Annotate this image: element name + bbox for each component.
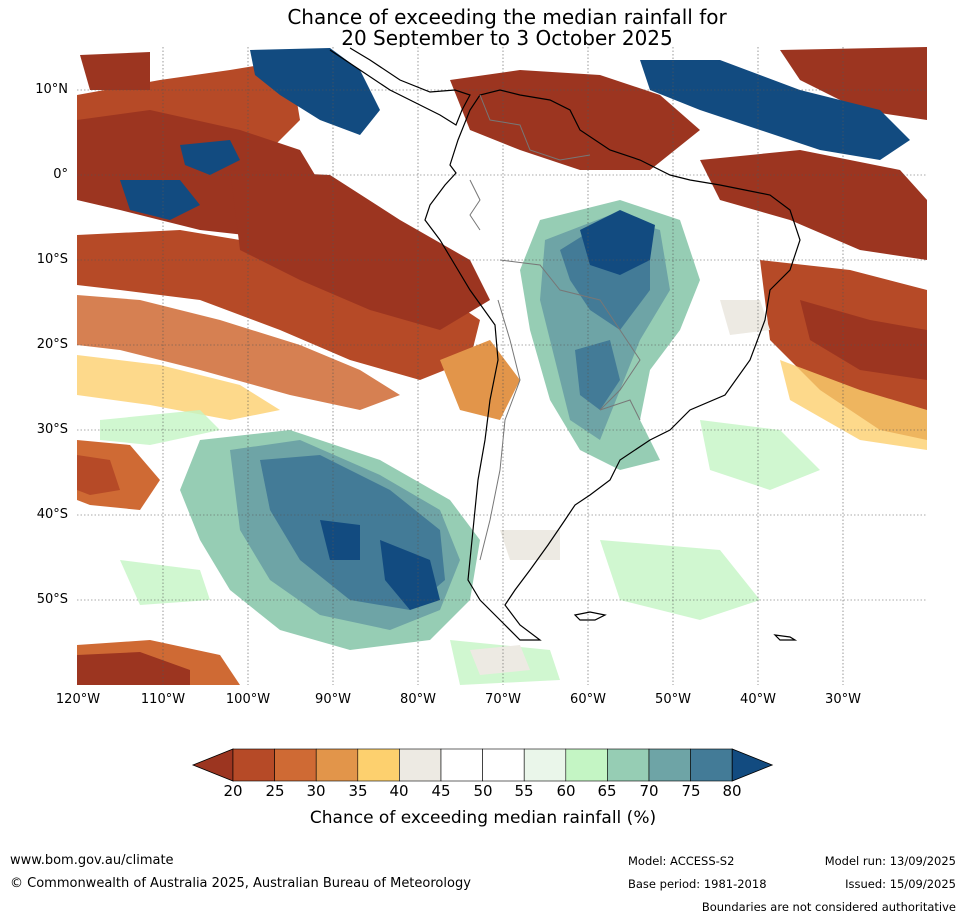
footer-model: Model: ACCESS-S2 bbox=[628, 854, 735, 868]
lon-label-30w: 30°W bbox=[825, 692, 861, 707]
colorbar-swatch bbox=[607, 748, 650, 782]
lat-label-10n: 10°N bbox=[35, 82, 68, 97]
colorbar-tick-75: 75 bbox=[681, 782, 701, 800]
map-subtitle: 20 September to 3 October 2025 bbox=[341, 26, 673, 50]
colorbar-tick-35: 35 bbox=[348, 782, 368, 800]
colorbar-tick-30: 30 bbox=[306, 782, 326, 800]
colorbar-label: Chance of exceeding median rainfall (%) bbox=[309, 808, 657, 828]
colorbar-swatch bbox=[565, 748, 608, 782]
colorbar-tick-60: 60 bbox=[556, 782, 576, 800]
neutral-grey-patches bbox=[470, 300, 770, 675]
coastlines bbox=[329, 47, 801, 641]
wet-region-south-pacific bbox=[180, 430, 480, 650]
colorbar-tick-55: 55 bbox=[514, 782, 534, 800]
central-america-coast bbox=[329, 47, 471, 126]
footer-issued: Issued: 15/09/2025 bbox=[845, 877, 956, 891]
colorbar-swatch bbox=[315, 748, 359, 782]
dry-region-peru-pacific bbox=[77, 170, 520, 420]
footer-copyright: © Commonwealth of Australia 2025, Austra… bbox=[10, 876, 471, 891]
rainfall-field bbox=[77, 47, 927, 685]
dry-region-southwest bbox=[77, 440, 240, 685]
lon-label-110w: 110°W bbox=[140, 692, 186, 707]
lon-label-50w: 50°W bbox=[655, 692, 691, 707]
colorbar-tick-25: 25 bbox=[265, 782, 285, 800]
graticule bbox=[77, 47, 927, 685]
lon-label-80w: 80°W bbox=[400, 692, 436, 707]
south-georgia-coast bbox=[773, 634, 798, 641]
lon-label-90w: 90°W bbox=[315, 692, 351, 707]
colorbar-swatch bbox=[523, 748, 567, 782]
footer-base-period: Base period: 1981-2018 bbox=[628, 877, 767, 891]
colorbar-swatch bbox=[274, 748, 317, 782]
lat-label-30s: 30°S bbox=[36, 422, 68, 437]
footer-model-run: Model run: 13/09/2025 bbox=[824, 854, 956, 868]
wet-region-north bbox=[120, 48, 910, 220]
colorbar-arrow-high bbox=[731, 748, 774, 782]
colorbar-tick-80: 80 bbox=[722, 782, 742, 800]
lon-label-60w: 60°W bbox=[570, 692, 606, 707]
colorbar-swatch bbox=[482, 748, 525, 782]
colorbar-tick-45: 45 bbox=[431, 782, 451, 800]
colorbar-tick-50: 50 bbox=[473, 782, 493, 800]
colorbar-swatch bbox=[440, 748, 483, 782]
lon-label-40w: 40°W bbox=[740, 692, 776, 707]
dry-region-atlantic bbox=[760, 260, 927, 450]
colorbar-swatch bbox=[399, 748, 442, 782]
lon-label-100w: 100°W bbox=[225, 692, 271, 707]
colorbar-swatch bbox=[232, 748, 275, 782]
falklands-coast bbox=[573, 611, 607, 621]
south-america-coast bbox=[424, 89, 801, 641]
colorbar-arrow-low bbox=[191, 748, 234, 782]
colorbar-tick-65: 65 bbox=[597, 782, 617, 800]
colorbar-tick-20: 20 bbox=[223, 782, 243, 800]
lon-label-120w: 120°W bbox=[55, 692, 101, 707]
lat-label-20s: 20°S bbox=[36, 337, 68, 352]
colorbar-tick-70: 70 bbox=[639, 782, 659, 800]
lat-label-40s: 40°S bbox=[36, 507, 68, 522]
map-title: Chance of exceeding the median rainfall … bbox=[287, 5, 727, 29]
footer-boundaries-note: Boundaries are not considered authoritat… bbox=[701, 900, 956, 914]
country-borders bbox=[469, 94, 641, 561]
wet-region-brazil bbox=[520, 200, 700, 470]
colorbar-tick-40: 40 bbox=[389, 782, 409, 800]
lat-label-0: 0° bbox=[53, 167, 68, 182]
colorbar-swatch bbox=[648, 748, 691, 782]
lat-label-50s: 50°S bbox=[36, 592, 68, 607]
lat-label-10s: 10°S bbox=[36, 252, 68, 267]
footer-website: www.bom.gov.au/climate bbox=[10, 853, 174, 868]
colorbar bbox=[191, 748, 774, 782]
colorbar-swatch bbox=[690, 748, 733, 782]
colorbar-swatch bbox=[357, 748, 400, 782]
lon-label-70w: 70°W bbox=[485, 692, 521, 707]
dry-region-north bbox=[77, 47, 927, 260]
